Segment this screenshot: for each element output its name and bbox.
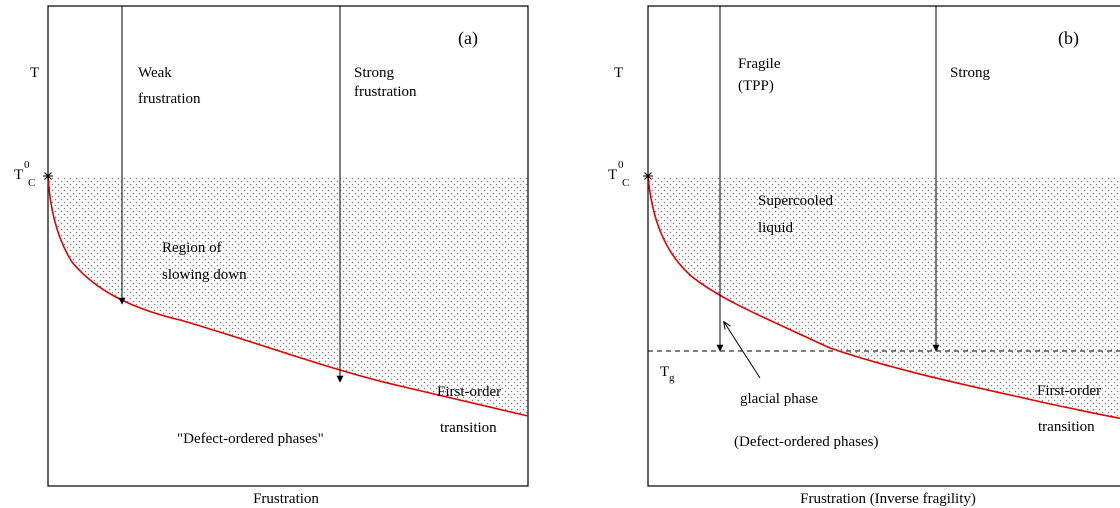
- panel-b-first-order-label-1: First-order: [1037, 383, 1101, 399]
- panel-a-transition-curve: [47, 175, 529, 417]
- panel-b-tg-sub: g: [669, 372, 675, 384]
- panel-b-x-axis-label: Frustration (Inverse fragility): [800, 491, 976, 507]
- panel-a-dotted-region: [48, 176, 528, 416]
- panel-a-first-order-label-1: First-order: [437, 384, 501, 400]
- panel-b-dotted-region: [648, 176, 1120, 419]
- panel-b-glacial-pointer: [724, 322, 761, 379]
- panel-a-label: (a): [458, 28, 478, 49]
- panel-a-region-label-2: slowing down: [162, 267, 247, 283]
- panel-a-bottom-label: "Defect-ordered phases": [177, 431, 324, 447]
- panel-b-strong-label: Strong: [950, 65, 991, 81]
- panel-b-glacial-label: glacial phase: [740, 391, 818, 407]
- panel-b-y-axis-label: T: [614, 65, 623, 81]
- panel-a-strong-label-1: Strong: [354, 65, 395, 81]
- panel-b-tc-sub: C: [622, 177, 629, 189]
- panel-a-critical-point-icon: [43, 171, 53, 181]
- panel-b-bottom-label: (Defect-ordered phases): [734, 434, 879, 450]
- panel-b-tg-label: T: [660, 364, 669, 380]
- panel-b-tc-sup: 0: [618, 159, 624, 171]
- panel-b-label: (b): [1058, 28, 1079, 49]
- panel-b: (b) T T 0 C T g Fragile (TPP) Strong Sup…: [608, 5, 1120, 507]
- panel-a-y-axis-label: T: [30, 65, 39, 81]
- panel-a-tc-sup: 0: [24, 159, 30, 171]
- panel-a-strong-label-2: frustration: [354, 84, 417, 100]
- panel-b-tc-label: T: [608, 167, 617, 183]
- panel-b-transition-curve: [647, 175, 1120, 420]
- panel-a-weak-label-1: Weak: [138, 65, 172, 81]
- panel-b-fragile-label-1: Fragile: [738, 56, 781, 72]
- panel-a-frame: [47, 5, 529, 487]
- panel-a-tc-sub: C: [28, 177, 35, 189]
- panel-a-weak-label-2: frustration: [138, 91, 201, 107]
- panel-b-fragile-label-2: (TPP): [738, 78, 774, 94]
- panel-b-region-label-2: liquid: [758, 220, 794, 236]
- panel-a-x-axis-label: Frustration: [253, 491, 319, 507]
- panel-b-region-label-1: Supercooled: [758, 193, 833, 209]
- panel-a-tc-label: T: [14, 167, 23, 183]
- panel-a-region-label-1: Region of: [162, 240, 222, 256]
- panel-b-critical-point-icon: [643, 171, 653, 181]
- panel-b-first-order-label-2: transition: [1038, 419, 1095, 435]
- panel-a-first-order-label-2: transition: [440, 420, 497, 436]
- panel-b-frame: [647, 5, 1120, 487]
- panel-a: (a) T T 0 C Weak frustration Strong frus…: [14, 5, 529, 507]
